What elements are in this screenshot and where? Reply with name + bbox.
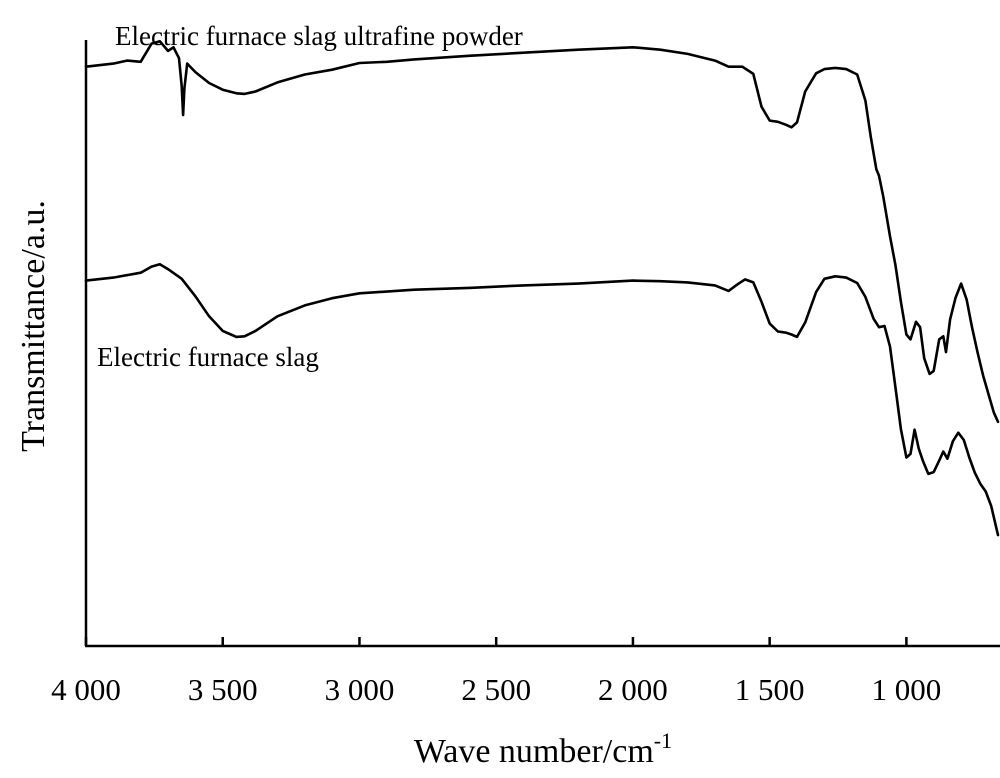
x-tick-label-3000: 3 000 bbox=[325, 672, 395, 707]
x-tick-label-2500: 2 500 bbox=[461, 672, 531, 707]
x-tick-label-1500: 1 500 bbox=[735, 672, 805, 707]
series-group bbox=[84, 39, 1000, 537]
x-tick-label-3500: 3 500 bbox=[188, 672, 258, 707]
y-axis-title: Transmittance/a.u. bbox=[15, 200, 52, 452]
x-axis-title: Wave number/cm-1 bbox=[414, 728, 672, 770]
x-tick-label-2000: 2 000 bbox=[598, 672, 668, 707]
series-label-ultrafine-powder: Electric furnace slag ultrafine powder bbox=[115, 21, 523, 51]
x-tick-label-4000: 4 000 bbox=[51, 672, 121, 707]
x-tick-label-1000: 1 000 bbox=[872, 672, 942, 707]
x-axis-ticks: 4 000 3 500 3 000 2 500 2 000 1 500 1 000 bbox=[51, 637, 941, 707]
series-label-slag: Electric furnace slag bbox=[97, 342, 319, 372]
x-axis-title-superscript: -1 bbox=[654, 728, 672, 753]
x-axis-title-main: Wave number/cm bbox=[414, 733, 654, 770]
series-line-1 bbox=[84, 262, 1000, 537]
series-line-0 bbox=[84, 39, 1000, 424]
